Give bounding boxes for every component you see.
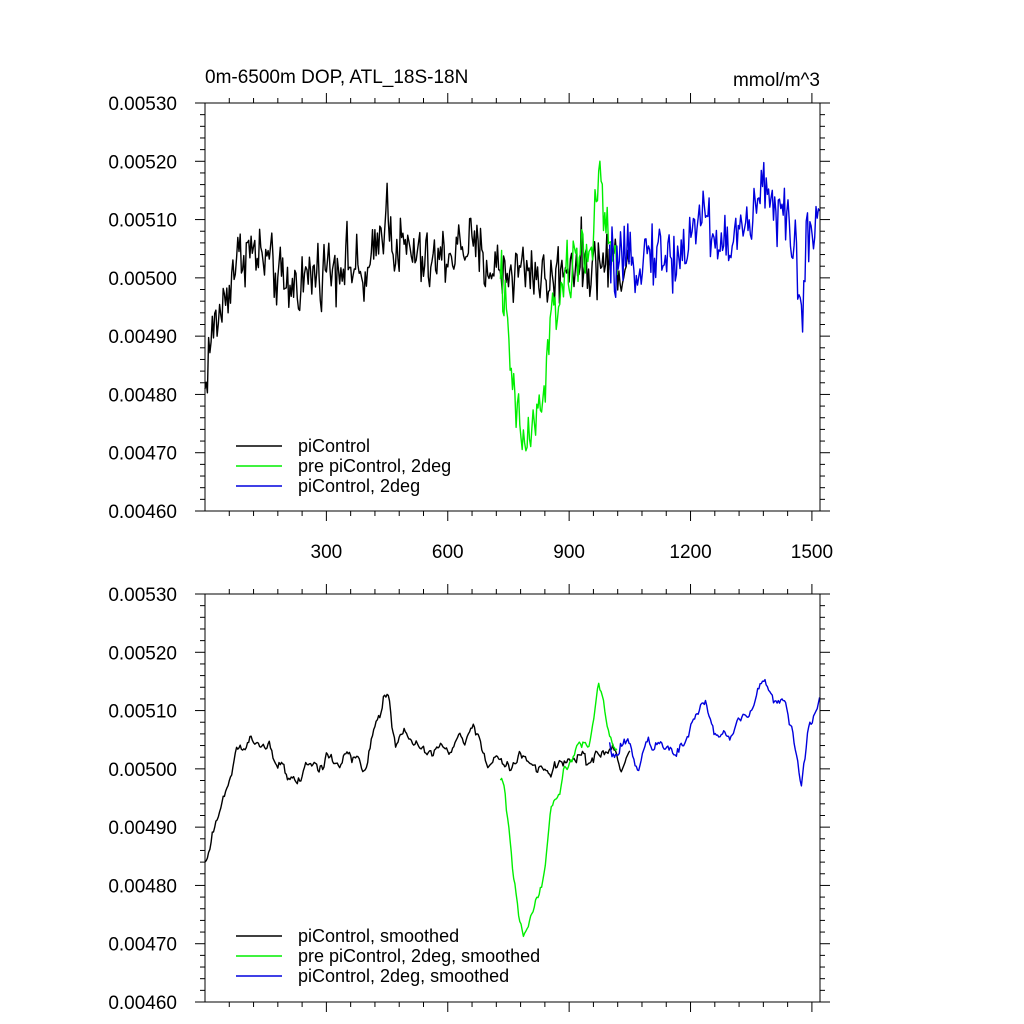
series-line-picontrol [204, 182, 631, 394]
y-tick-label: 0.00510 [108, 702, 177, 723]
bottom-plot-frame [204, 593, 821, 1003]
chart-title: 0m-6500m DOP, ATL_18S-18N [205, 67, 468, 88]
legend-label: pre piControl, 2deg [298, 456, 451, 476]
y-tick-label: 0.00460 [108, 502, 177, 523]
x-tick-label: 1500 [791, 542, 833, 563]
y-tick-label: 0.00480 [108, 876, 177, 897]
series-line-picontrol-2deg [608, 161, 821, 333]
x-tick-label: 300 [311, 542, 343, 563]
y-tick-label: 0.00490 [108, 818, 177, 839]
series-line-pre-picontrol-2deg [499, 160, 618, 452]
y-tick-label: 0.00490 [108, 327, 177, 348]
bottom-chart-panel: 0.00460 0.00470 0.00480 0.00490 0.00500 0.005… [108, 584, 830, 1014]
units-label: mmol/m^3 [733, 70, 820, 91]
y-tick-label: 0.00500 [108, 269, 177, 290]
x-tick-label: 600 [432, 542, 464, 563]
y-tick-label: 0.00470 [108, 935, 177, 956]
y-tick-label: 0.00470 [108, 444, 177, 465]
bottom-series-lines [204, 678, 821, 938]
legend-label: piControl, 2deg [298, 476, 420, 496]
y-tick-label: 0.00460 [108, 993, 177, 1014]
series-line-picontrol-smoothed [204, 693, 631, 863]
y-tick-label: 0.00480 [108, 385, 177, 406]
legend-label: piControl, smoothed [298, 926, 459, 946]
series-line-picontrol-2deg-smoothed [608, 678, 821, 787]
y-tick-label: 0.00520 [108, 643, 177, 664]
y-tick-label: 0.00520 [108, 152, 177, 173]
y-tick-label: 0.00510 [108, 211, 177, 232]
y-tick-label: 0.00530 [108, 585, 177, 606]
y-tick-label: 0.00500 [108, 760, 177, 781]
top-series-lines [204, 160, 821, 452]
top-plot-frame [204, 102, 821, 512]
bottom-y-tick-labels: 0.00460 0.00470 0.00480 0.00490 0.00500 0.005… [108, 585, 177, 1014]
series-line-pre-picontrol-2deg-smoothed [499, 682, 618, 938]
top-chart-panel: 0.00460 0.00470 0.00480 0.00490 0.00500 0.005… [108, 67, 833, 563]
x-tick-label: 900 [553, 542, 585, 563]
bottom-axis-ticks [195, 584, 830, 1012]
legend-label: piControl, 2deg, smoothed [298, 966, 509, 986]
legend-label: pre piControl, 2deg, smoothed [298, 946, 540, 966]
x-tick-label: 1200 [669, 542, 711, 563]
top-axis-ticks [195, 93, 830, 521]
top-x-tick-labels: 300 600 900 1200 1500 [311, 542, 834, 563]
legend-label: piControl [298, 436, 370, 456]
top-y-tick-labels: 0.00460 0.00470 0.00480 0.00490 0.00500 0.005… [108, 94, 177, 523]
y-tick-label: 0.00530 [108, 94, 177, 115]
